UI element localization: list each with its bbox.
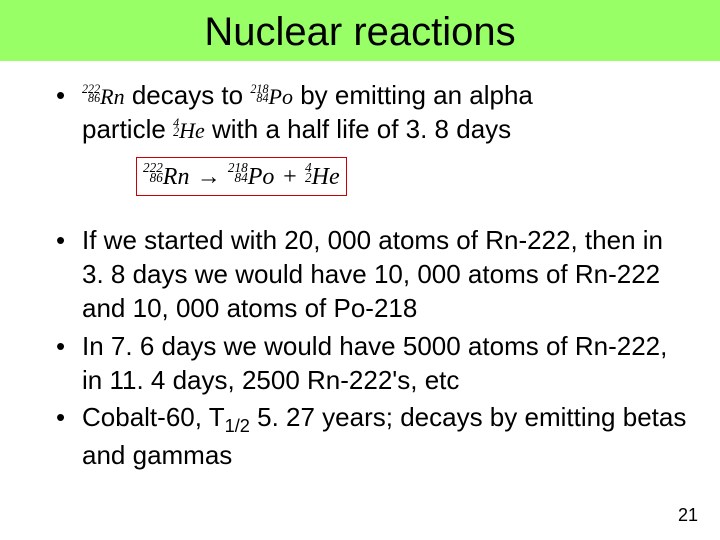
spacer: [56, 202, 690, 224]
bullet-list: 22286Rn decays to 21884Po by emitting an…: [56, 79, 690, 473]
b1-text-a: decays to: [132, 80, 243, 110]
b1-text-c: particle: [82, 114, 166, 144]
bullet-3: In 7. 6 days we would have 5000 atoms of…: [56, 330, 690, 398]
eq-po: 21884Po: [228, 162, 274, 193]
bullet-4: Cobalt-60, T1/2 5. 27 years; decays by e…: [56, 401, 690, 473]
slide-title: Nuclear reactions: [0, 10, 720, 55]
slide: Nuclear reactions 22286Rn decays to 2188…: [0, 0, 720, 540]
eq-plus: +: [282, 162, 298, 193]
nuclide-po-icon: 21884Po: [250, 83, 293, 112]
b4-sub: 1/2: [225, 417, 250, 437]
rn-sym: Rn: [100, 84, 124, 109]
equation-box: 22286Rn → 21884Po + 42He: [136, 157, 347, 197]
po-sym: Po: [269, 84, 293, 109]
he-sym: He: [179, 118, 205, 143]
bullet-1: 22286Rn decays to 21884Po by emitting an…: [56, 79, 690, 147]
b1-text-b: by emitting an alpha: [300, 80, 533, 110]
b3-text: In 7. 6 days we would have 5000 atoms of…: [82, 331, 667, 395]
b4-text-a: Cobalt-60, T: [82, 402, 225, 432]
b1-text-d: with a half life of 3. 8 days: [212, 114, 511, 144]
nuclide-rn-icon: 22286Rn: [82, 83, 125, 112]
eq-he: 42He: [305, 162, 340, 193]
eq-arrow: →: [197, 162, 221, 193]
slide-body: 22286Rn decays to 21884Po by emitting an…: [0, 61, 720, 473]
equation-row: 22286Rn → 21884Po + 42He: [56, 151, 690, 203]
eq-rn: 22286Rn: [143, 162, 189, 193]
bullet-2: If we started with 20, 000 atoms of Rn-2…: [56, 224, 690, 325]
b2-text: If we started with 20, 000 atoms of Rn-2…: [82, 225, 663, 323]
nuclide-he-icon: 42He: [173, 117, 205, 146]
page-number: 21: [678, 505, 698, 526]
title-bar: Nuclear reactions: [0, 0, 720, 61]
